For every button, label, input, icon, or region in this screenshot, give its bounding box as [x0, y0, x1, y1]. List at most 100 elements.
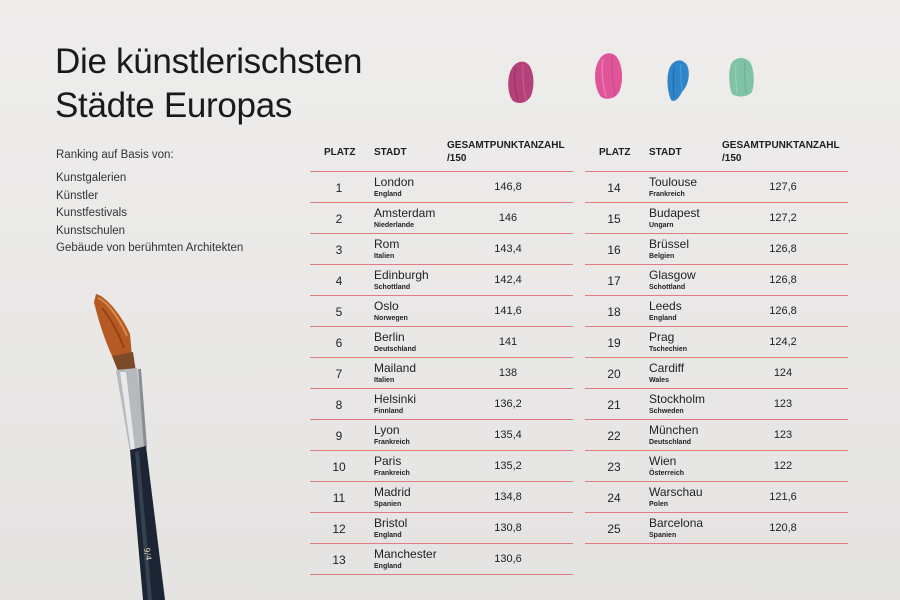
rank-cell: 17 [607, 274, 621, 288]
score-cell: 123 [773, 429, 793, 441]
city-name: Leeds [649, 299, 682, 313]
criteria-lead: Ranking auf Basis von: [56, 149, 174, 161]
table-row: 3 Rom Italien 143,4 [310, 234, 573, 265]
table-row: 16 Brüssel Belgien 126,8 [585, 234, 848, 265]
rank-cell: 12 [332, 522, 346, 536]
city-name: Budapest [649, 206, 700, 220]
rank-cell: 18 [607, 305, 621, 319]
criteria-item: Gebäude von berühmten Architekten [56, 242, 244, 254]
score-cell: 127,2 [769, 212, 797, 224]
city-name: Mailand [374, 361, 417, 375]
table-row: 19 Prag Tschechien 124,2 [585, 327, 848, 358]
rank-cell: 16 [607, 243, 621, 257]
paint-blob-shape [667, 60, 689, 101]
rank-cell: 11 [332, 491, 346, 505]
city-name: Bristol [374, 516, 408, 530]
score-cell: 138 [498, 367, 518, 379]
header-score-line-1: GESAMTPUNKTANZAHL [447, 140, 565, 151]
score-cell: 146,8 [494, 181, 522, 193]
score-cell: 143,4 [494, 243, 522, 255]
ranking-table-left: PLATZ STADT GESAMTPUNKTANZAHL /150 1 Lond… [310, 138, 573, 575]
city-name: Glasgow [649, 268, 696, 282]
rank-cell: 25 [607, 522, 621, 536]
city-name: Lyon [374, 423, 400, 437]
table-row: 4 Edinburgh Schottland 142,4 [310, 265, 573, 296]
country-name: Belgien [649, 253, 675, 260]
score-cell: 146 [498, 212, 518, 224]
country-name: Schweden [649, 408, 684, 415]
city-name: London [374, 175, 415, 189]
paint-blob-pink [595, 53, 623, 99]
header-score-line-2: /150 [447, 153, 467, 164]
score-cell: 121,6 [769, 491, 797, 503]
country-name: Deutschland [649, 439, 692, 446]
city-name: Barcelona [649, 516, 704, 530]
header-stadt: STADT [649, 147, 682, 158]
table-row: 24 Warschau Polen 121,6 [585, 482, 848, 513]
header-stadt: STADT [374, 147, 407, 158]
rank-cell: 1 [335, 181, 343, 195]
header-platz: PLATZ [599, 147, 631, 158]
rank-cell: 2 [335, 212, 343, 226]
score-cell: 122 [773, 460, 793, 472]
city-name: Toulouse [649, 175, 698, 189]
paint-blob-mint [729, 58, 754, 97]
city-name: München [649, 423, 699, 437]
rank-cell: 14 [607, 181, 621, 195]
header-score-line-1: GESAMTPUNKTANZAHL [722, 140, 840, 151]
city-name: Brüssel [649, 237, 690, 251]
country-name: Tschechien [649, 346, 687, 353]
paint-blob-shape [595, 53, 623, 99]
country-name: Italien [374, 253, 395, 260]
rank-cell: 20 [607, 367, 621, 381]
country-name: England [374, 191, 402, 198]
city-name: Madrid [374, 485, 411, 499]
country-name: Schottland [649, 284, 686, 291]
paint-blob-blue [667, 60, 689, 101]
country-name: Frankreich [374, 470, 410, 477]
country-name: Frankreich [649, 191, 685, 198]
country-name: Spanien [374, 501, 402, 508]
table-row: 6 Berlin Deutschland 141 [310, 327, 573, 358]
paint-blob-magenta [508, 61, 534, 104]
table-row: 22 München Deutschland 123 [585, 420, 848, 451]
country-name: Frankreich [374, 439, 410, 446]
table-row: 14 Toulouse Frankreich 127,6 [585, 172, 848, 203]
score-cell: 126,8 [769, 243, 797, 255]
score-cell: 124,2 [769, 336, 797, 348]
city-name: Edinburgh [374, 268, 429, 282]
score-cell: 130,8 [494, 522, 522, 534]
score-cell: 136,2 [494, 398, 522, 410]
rank-cell: 13 [332, 553, 346, 567]
table-header: PLATZ STADT GESAMTPUNKTANZAHL /150 [585, 138, 848, 172]
score-cell: 141,6 [494, 305, 522, 317]
rank-cell: 10 [332, 460, 346, 474]
table-row: 12 Bristol England 130,8 [310, 513, 573, 544]
table-row: 21 Stockholm Schweden 123 [585, 389, 848, 420]
table-row: 17 Glasgow Schottland 126,8 [585, 265, 848, 296]
rank-cell: 15 [607, 212, 621, 226]
rank-cell: 23 [607, 460, 621, 474]
city-name: Paris [374, 454, 402, 468]
criteria-item: Kunstgalerien [56, 172, 127, 184]
rank-cell: 22 [607, 429, 621, 443]
table-row: 5 Oslo Norwegen 141,6 [310, 296, 573, 327]
score-cell: 127,6 [769, 181, 797, 193]
ranking-table-right: PLATZ STADT GESAMTPUNKTANZAHL /150 14 Tou… [585, 138, 848, 544]
score-cell: 126,8 [769, 274, 797, 286]
criteria-item: Künstler [56, 189, 99, 202]
table-header: PLATZ STADT GESAMTPUNKTANZAHL /150 [310, 138, 573, 172]
table-row: 10 Paris Frankreich 135,2 [310, 451, 573, 482]
city-name: Prag [649, 330, 675, 344]
header-score-line-2: /150 [722, 153, 742, 164]
score-cell: 123 [773, 398, 793, 410]
city-name: Wien [649, 454, 677, 468]
page-title: Die künstlerischsten Städte Europas [55, 40, 395, 128]
title-line-1: Die künstlerischsten [55, 42, 363, 81]
country-name: Polen [649, 501, 669, 508]
score-cell: 135,4 [494, 429, 522, 441]
score-cell: 120,8 [769, 522, 797, 534]
table-row: 7 Mailand Italien 138 [310, 358, 573, 389]
city-name: Oslo [374, 299, 399, 313]
table-row: 8 Helsinki Finnland 136,2 [310, 389, 573, 420]
